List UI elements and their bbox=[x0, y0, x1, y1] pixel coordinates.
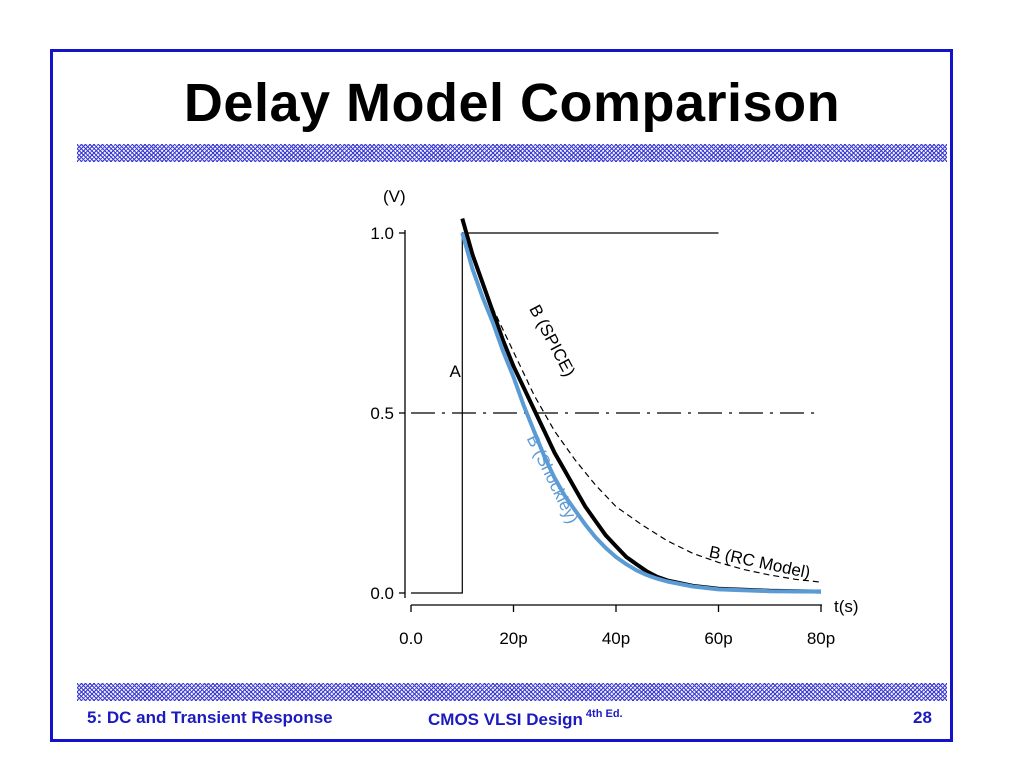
x-axis-unit: t(s) bbox=[834, 597, 859, 616]
footer-book-name: CMOS VLSI Design bbox=[428, 710, 583, 729]
annotation-a: A bbox=[449, 362, 461, 381]
y-tick-label: 0.0 bbox=[370, 584, 394, 603]
footer-divider-bar bbox=[77, 683, 947, 701]
chart-series bbox=[411, 218, 822, 594]
slide-title: Delay Model Comparison bbox=[183, 73, 841, 133]
x-tick-label: 20p bbox=[499, 629, 527, 648]
x-tick-label: 0.0 bbox=[399, 629, 423, 648]
title-divider-bar bbox=[77, 144, 947, 162]
footer-page-number: 28 bbox=[913, 708, 932, 727]
slide-frame bbox=[50, 49, 953, 742]
footer-book-title: CMOS VLSI Design 4th Ed. bbox=[428, 708, 623, 730]
series-b-spice bbox=[460, 218, 822, 594]
chart-axes: 0.0 0.5 1.0 (V) 0.0 20p 40p 60p 80p t(s) bbox=[370, 187, 858, 648]
x-tick-label: 40p bbox=[602, 629, 630, 648]
series-b-rc-model bbox=[461, 232, 822, 583]
y-tick-label: 1.0 bbox=[370, 224, 394, 243]
annotation-b-rc-model: B (RC Model) bbox=[707, 542, 812, 582]
y-tick-label: 0.5 bbox=[370, 404, 394, 423]
y-axis-unit: (V) bbox=[383, 187, 406, 206]
annotation-b-spice: B (SPICE) bbox=[525, 302, 579, 380]
footer-chapter: 5: DC and Transient Response bbox=[87, 708, 333, 727]
series-a bbox=[411, 232, 719, 594]
x-tick-label: 60p bbox=[704, 629, 732, 648]
series-b-shockley bbox=[460, 232, 822, 594]
footer-edition: 4th Ed. bbox=[585, 708, 623, 720]
x-tick-label: 80p bbox=[807, 629, 835, 648]
